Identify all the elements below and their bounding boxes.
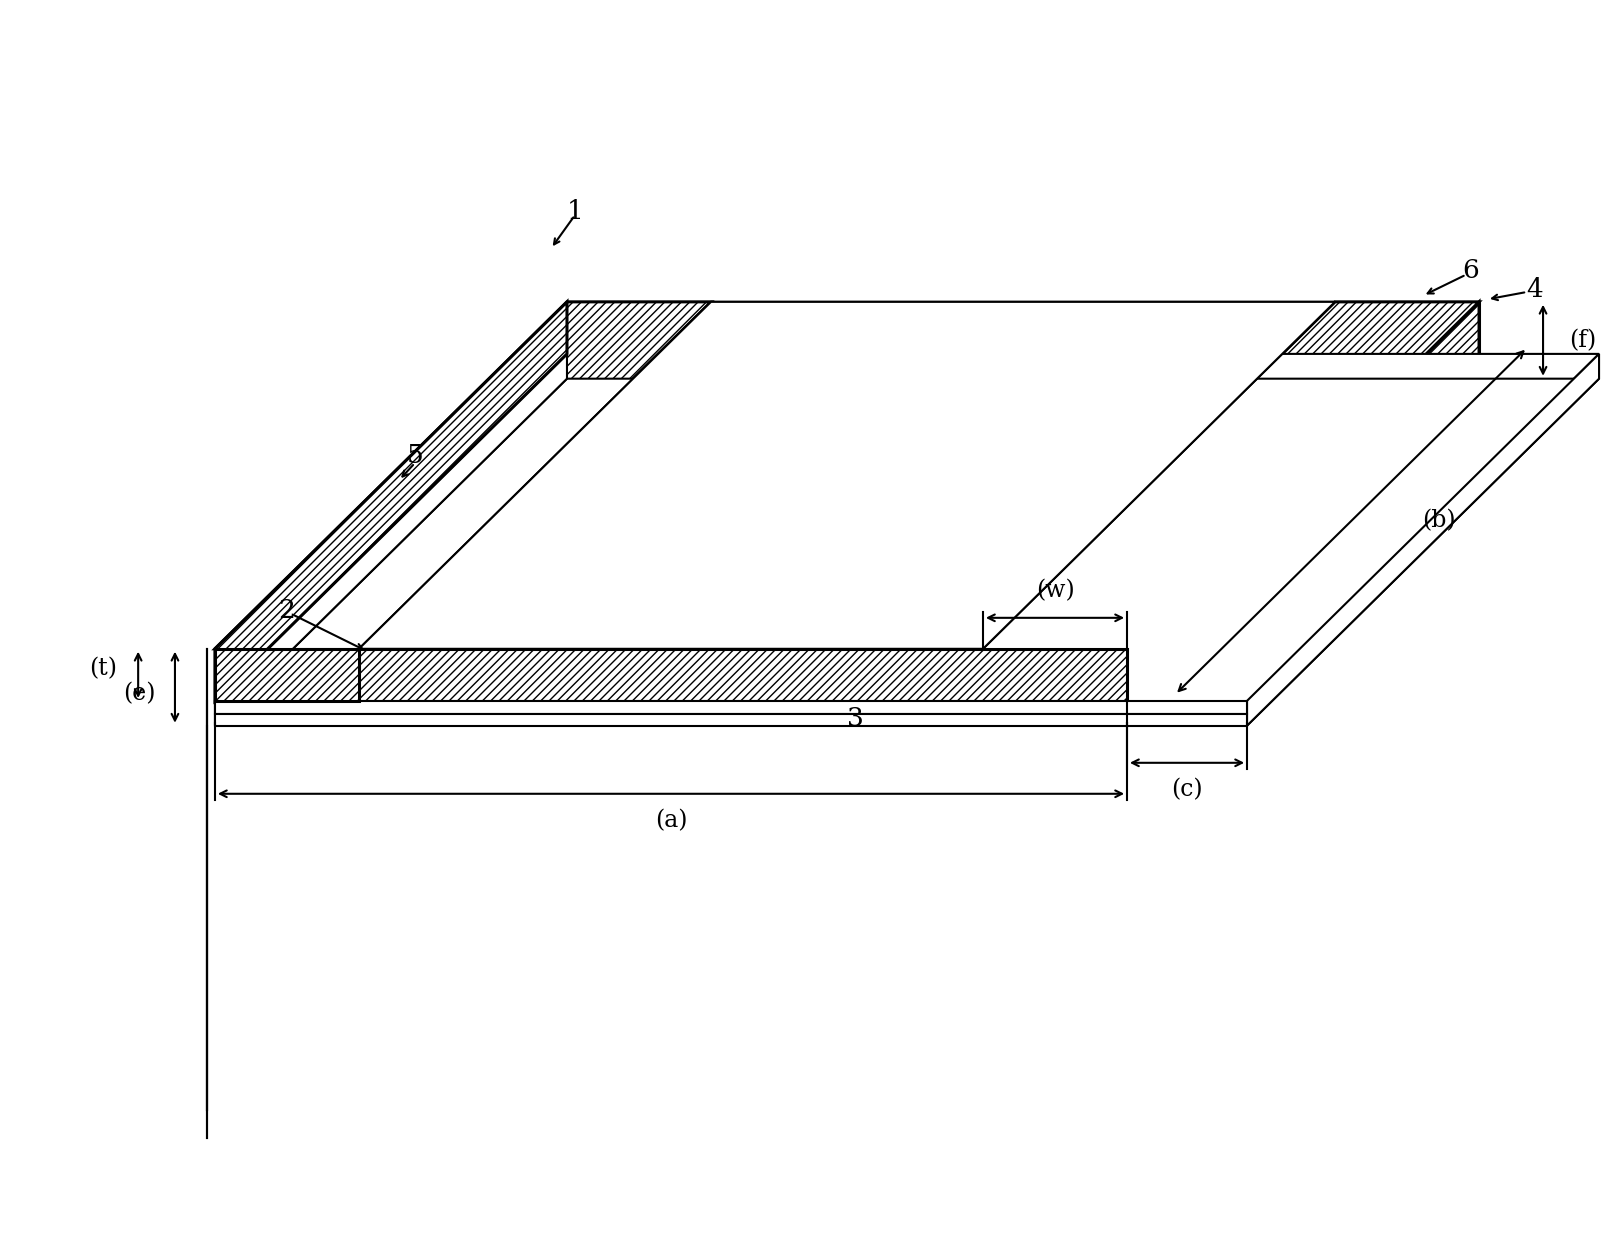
Polygon shape <box>215 714 1248 725</box>
Text: 1: 1 <box>567 199 583 224</box>
Polygon shape <box>1248 353 1599 725</box>
Polygon shape <box>983 302 1478 649</box>
Text: (t): (t) <box>89 657 116 680</box>
Polygon shape <box>215 700 1248 714</box>
Polygon shape <box>215 649 358 700</box>
Text: 4: 4 <box>1527 277 1543 302</box>
Polygon shape <box>358 353 1599 700</box>
Polygon shape <box>358 302 1335 649</box>
Text: (f): (f) <box>1569 328 1596 352</box>
Text: (c): (c) <box>1172 778 1202 802</box>
Polygon shape <box>215 302 712 649</box>
Text: 2: 2 <box>279 598 295 623</box>
Polygon shape <box>1127 302 1478 700</box>
Polygon shape <box>215 353 567 725</box>
Text: (b): (b) <box>1422 510 1456 533</box>
Text: 3: 3 <box>847 705 863 730</box>
Polygon shape <box>215 302 567 700</box>
Text: (e): (e) <box>124 682 157 705</box>
Text: (w): (w) <box>1036 579 1075 601</box>
Text: (a): (a) <box>655 809 688 832</box>
Polygon shape <box>712 302 1335 353</box>
Polygon shape <box>358 302 1335 649</box>
Text: 5: 5 <box>407 444 423 469</box>
Polygon shape <box>215 649 1127 700</box>
Text: 6: 6 <box>1462 258 1480 283</box>
Polygon shape <box>567 302 1478 353</box>
Polygon shape <box>215 378 1599 725</box>
